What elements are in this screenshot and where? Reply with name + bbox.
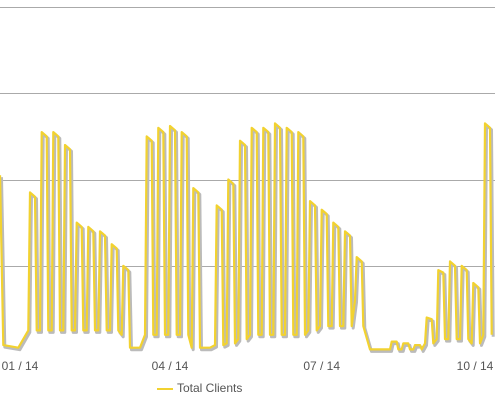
x-tick-label: 04 / 14 (152, 359, 189, 373)
legend-label: Total Clients (177, 381, 242, 395)
series-line (0, 122, 493, 351)
x-tick-label: 07 / 14 (303, 359, 340, 373)
x-tick-label: 10 / 14 (457, 359, 494, 373)
x-tick-label: 01 / 14 (2, 359, 39, 373)
